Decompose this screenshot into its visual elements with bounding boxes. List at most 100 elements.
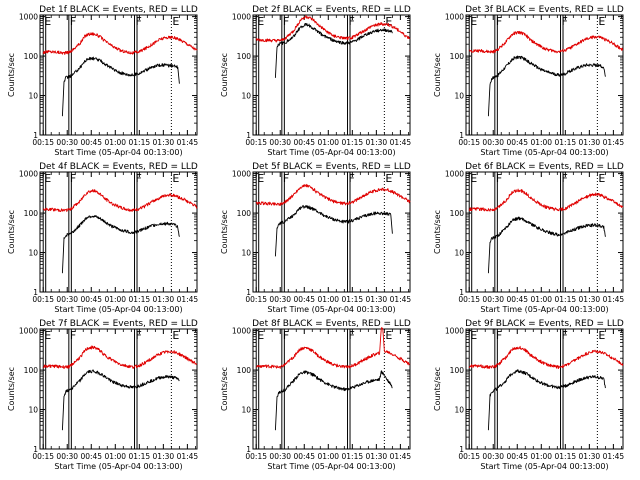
x-tick-label: 01:15 — [342, 138, 364, 147]
marker-label: E — [257, 329, 264, 342]
marker-label: F — [496, 329, 502, 342]
marker-label: F — [283, 15, 289, 28]
y-tick-label: 1 — [246, 131, 251, 140]
x-tick-label: 01:30 — [366, 295, 388, 304]
x-tick-label: 00:15 — [458, 452, 480, 461]
x-tick-label: 01:15 — [129, 452, 151, 461]
y-tick-label: 1000 — [19, 170, 38, 179]
y-tick-label: 1000 — [232, 327, 251, 336]
y-tick-label: 1 — [33, 445, 38, 454]
series-lld-line — [42, 32, 198, 55]
x-tick-label: 00:15 — [458, 295, 480, 304]
y-tick-label: 100 — [450, 52, 465, 61]
series-events-line — [274, 22, 393, 78]
x-tick-label: 01:15 — [342, 295, 364, 304]
x-axis-label: Start Time (05-Apr-04 00:13:00) — [54, 148, 182, 157]
y-tick-label: 1 — [33, 288, 38, 297]
x-tick-label: 01:30 — [366, 452, 388, 461]
x-axis-label: Start Time (05-Apr-04 00:13:00) — [267, 305, 395, 314]
marker-label: E — [470, 172, 477, 185]
x-tick-label: 01:45 — [390, 295, 412, 304]
marker-label: E — [385, 329, 392, 342]
plot-frame — [465, 171, 624, 293]
marker-label: E — [44, 329, 51, 342]
y-axis-label: Counts/sec — [220, 210, 229, 254]
marker-label: F — [496, 15, 502, 28]
y-axis-label: Counts/sec — [220, 367, 229, 411]
panel-title: Det 8f BLACK = Events, RED = LLD — [252, 319, 411, 329]
y-tick-label: 1 — [459, 288, 464, 297]
x-tick-label: 01:30 — [153, 295, 175, 304]
y-tick-label: 100 — [237, 209, 252, 218]
y-tick-label: 1000 — [19, 13, 38, 22]
y-axis-label: Counts/sec — [433, 367, 442, 411]
x-tick-label: 01:45 — [177, 452, 199, 461]
x-tick-label: 01:00 — [317, 452, 339, 461]
y-tick-label: 100 — [450, 209, 465, 218]
y-tick-label: 1000 — [445, 13, 464, 22]
x-tick-label: 01:45 — [603, 452, 625, 461]
x-tick-label: 01:30 — [579, 295, 601, 304]
marker-label: E — [385, 172, 392, 185]
x-tick-label: 01:00 — [104, 452, 126, 461]
x-tick-label: 01:15 — [342, 452, 364, 461]
x-tick-label: 00:45 — [293, 452, 315, 461]
y-tick-label: 1 — [33, 131, 38, 140]
marker-label: F — [136, 329, 142, 342]
x-tick-label: 01:00 — [317, 295, 339, 304]
x-tick-label: 00:15 — [245, 138, 267, 147]
series-events-line — [61, 214, 180, 274]
panel-det-8: Det 8f BLACK = Events, RED = LLD 1 10 100 10… — [220, 319, 411, 471]
y-tick-label: 1 — [246, 288, 251, 297]
x-tick-label: 00:30 — [56, 138, 78, 147]
y-axis-label: Counts/sec — [7, 53, 16, 97]
x-tick-label: 00:45 — [506, 138, 528, 147]
panel-det-3: Det 3f BLACK = Events, RED = LLD 1 10 100 10… — [433, 5, 624, 157]
y-tick-label: 100 — [237, 366, 252, 375]
y-tick-label: 100 — [24, 52, 39, 61]
series-lld-line — [469, 30, 624, 54]
x-tick-label: 00:15 — [245, 452, 267, 461]
marker-label: F — [70, 329, 76, 342]
plot-frame — [39, 14, 198, 136]
plot-frame — [465, 14, 624, 136]
series-events-line — [487, 369, 606, 431]
marker-label: F — [283, 329, 289, 342]
x-tick-label: 00:45 — [506, 295, 528, 304]
x-axis-label: Start Time (05-Apr-04 00:13:00) — [480, 305, 608, 314]
y-tick-label: 10 — [241, 406, 251, 415]
x-tick-label: 00:30 — [56, 452, 78, 461]
series-lld-line — [255, 183, 411, 206]
x-tick-label: 01:45 — [177, 138, 199, 147]
x-tick-label: 00:30 — [482, 138, 504, 147]
plot-frame — [252, 14, 411, 136]
y-tick-label: 1000 — [445, 327, 464, 336]
marker-label: E — [598, 329, 605, 342]
x-tick-label: 00:15 — [32, 452, 54, 461]
panel-det-6: Det 6f BLACK = Events, RED = LLD 1 10 100 10… — [433, 162, 624, 314]
x-tick-label: 01:30 — [579, 452, 601, 461]
marker-label: E — [385, 15, 392, 28]
x-axis-label: Start Time (05-Apr-04 00:13:00) — [54, 305, 182, 314]
panel-det-9: Det 9f BLACK = Events, RED = LLD 1 10 100 10… — [433, 319, 624, 471]
marker-label: F — [562, 329, 568, 342]
y-tick-label: 10 — [28, 406, 38, 415]
x-tick-label: 01:15 — [555, 452, 577, 461]
y-axis-label: Counts/sec — [433, 210, 442, 254]
marker-label: E — [172, 172, 179, 185]
y-axis-label: Counts/sec — [7, 367, 16, 411]
x-tick-label: 00:45 — [80, 138, 102, 147]
plot-frame — [252, 171, 411, 293]
marker-label: E — [44, 15, 51, 28]
series-events-line — [487, 216, 606, 274]
y-tick-label: 10 — [454, 249, 464, 258]
plot-frame — [39, 328, 198, 450]
x-tick-label: 00:15 — [32, 138, 54, 147]
y-tick-label: 1000 — [232, 170, 251, 179]
x-axis-label: Start Time (05-Apr-04 00:13:00) — [267, 462, 395, 471]
marker-label: F — [136, 15, 142, 28]
marker-label: E — [172, 329, 179, 342]
panel-title: Det 9f BLACK = Events, RED = LLD — [465, 319, 624, 329]
marker-label: F — [70, 15, 76, 28]
x-tick-label: 01:30 — [153, 452, 175, 461]
